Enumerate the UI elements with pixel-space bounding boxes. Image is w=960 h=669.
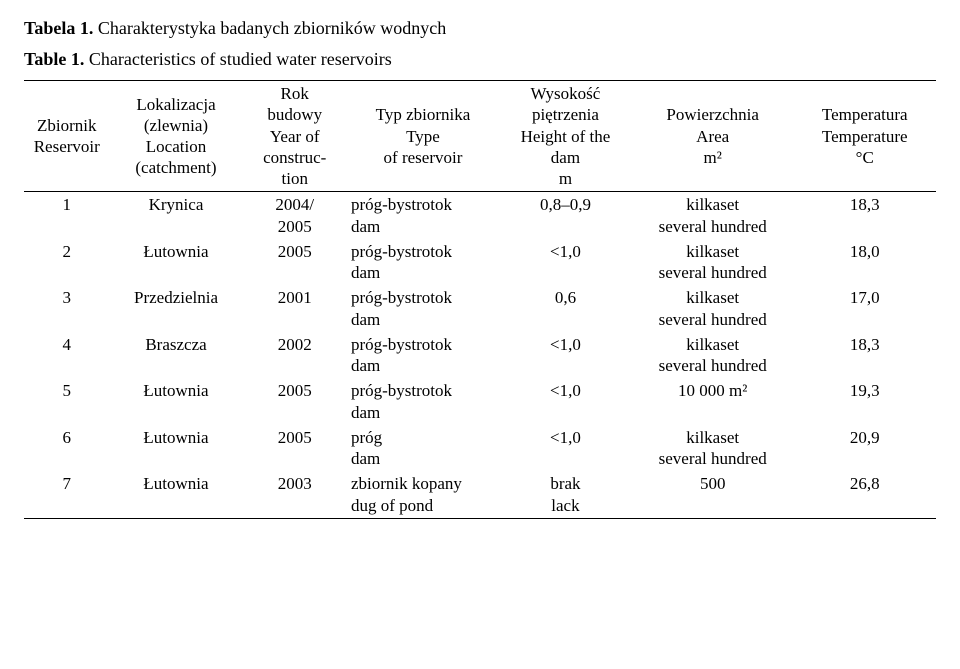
caption-en-bold: Table 1.	[24, 49, 84, 69]
th-height: Wysokość piętrzenia Height of the dam m	[499, 81, 632, 192]
th-temp: Temperatura Temperature °C	[793, 81, 936, 192]
table-cell: kilkasetseveral hundred	[632, 425, 794, 472]
table-cell: <1,0	[499, 239, 632, 286]
table-cell: 20,9	[793, 425, 936, 472]
table-cell: kilkasetseveral hundred	[632, 285, 794, 332]
table-cell: 19,3	[793, 378, 936, 425]
caption-pl-bold: Tabela 1.	[24, 18, 93, 38]
table-cell: braklack	[499, 471, 632, 518]
table-cell: Braszcza	[110, 332, 243, 379]
table-cell: próg-bystrotokdam	[347, 239, 499, 286]
table-cell: Łutownia	[110, 425, 243, 472]
table-cell: 18,3	[793, 192, 936, 239]
caption-pl-rest: Charakterystyka badanych zbiorników wodn…	[93, 18, 446, 38]
table-cell: 2004/2005	[242, 192, 346, 239]
table-cell: 18,0	[793, 239, 936, 286]
table-cell: zbiornik kopanydug of pond	[347, 471, 499, 518]
table-row: 4Braszcza2002próg-bystrotokdam<1,0kilkas…	[24, 332, 936, 379]
table-cell: próg-bystrotokdam	[347, 378, 499, 425]
table-cell: 6	[24, 425, 110, 472]
th-area: Powierzchnia Area m²	[632, 81, 794, 192]
caption-en: Table 1. Characteristics of studied wate…	[24, 49, 936, 70]
table-cell: 500	[632, 471, 794, 518]
table-row: 7Łutownia2003zbiornik kopanydug of pondb…	[24, 471, 936, 518]
table-cell: 26,8	[793, 471, 936, 518]
table-cell: Przedzielnia	[110, 285, 243, 332]
th-year: Rok budowy Year of construc- tion	[242, 81, 346, 192]
table-header-row: Zbiornik Reservoir Lokalizacja (zlewnia)…	[24, 81, 936, 192]
table-cell: 0,6	[499, 285, 632, 332]
th-location: Lokalizacja (zlewnia) Location (catchmen…	[110, 81, 243, 192]
table-cell: 2002	[242, 332, 346, 379]
table-cell: Łutownia	[110, 239, 243, 286]
table-row: 2Łutownia2005próg-bystrotokdam<1,0kilkas…	[24, 239, 936, 286]
table-cell: <1,0	[499, 425, 632, 472]
table-cell: prógdam	[347, 425, 499, 472]
table-row: 6Łutownia2005prógdam<1,0kilkasetseveral …	[24, 425, 936, 472]
table-cell: 7	[24, 471, 110, 518]
reservoir-table: Zbiornik Reservoir Lokalizacja (zlewnia)…	[24, 80, 936, 519]
table-cell: 17,0	[793, 285, 936, 332]
table-cell: próg-bystrotokdam	[347, 285, 499, 332]
table-cell: 10 000 m²	[632, 378, 794, 425]
table-cell: 2	[24, 239, 110, 286]
caption-pl: Tabela 1. Charakterystyka badanych zbior…	[24, 18, 936, 39]
table-cell: 18,3	[793, 332, 936, 379]
th-reservoir: Zbiornik Reservoir	[24, 81, 110, 192]
table-row: 3Przedzielnia2001próg-bystrotokdam0,6kil…	[24, 285, 936, 332]
table-cell: Łutownia	[110, 378, 243, 425]
table-cell: 2005	[242, 239, 346, 286]
table-cell: 2001	[242, 285, 346, 332]
table-cell: kilkasetseveral hundred	[632, 332, 794, 379]
table-cell: 3	[24, 285, 110, 332]
table-cell: Łutownia	[110, 471, 243, 518]
table-row: 5Łutownia2005próg-bystrotokdam<1,010 000…	[24, 378, 936, 425]
table-cell: 2005	[242, 378, 346, 425]
table-cell: Krynica	[110, 192, 243, 239]
table-cell: <1,0	[499, 332, 632, 379]
table-cell: 2003	[242, 471, 346, 518]
table-cell: 0,8–0,9	[499, 192, 632, 239]
table-cell: kilkasetseveral hundred	[632, 239, 794, 286]
table-cell: <1,0	[499, 378, 632, 425]
table-cell: 4	[24, 332, 110, 379]
table-row: 1Krynica2004/2005próg-bystrotokdam0,8–0,…	[24, 192, 936, 239]
table-cell: próg-bystrotokdam	[347, 332, 499, 379]
table-cell: kilkasetseveral hundred	[632, 192, 794, 239]
table-cell: 5	[24, 378, 110, 425]
caption-en-rest: Characteristics of studied water reservo…	[84, 49, 391, 69]
table-cell: 1	[24, 192, 110, 239]
table-cell: próg-bystrotokdam	[347, 192, 499, 239]
th-type: Typ zbiornika Type of reservoir	[347, 81, 499, 192]
table-cell: 2005	[242, 425, 346, 472]
